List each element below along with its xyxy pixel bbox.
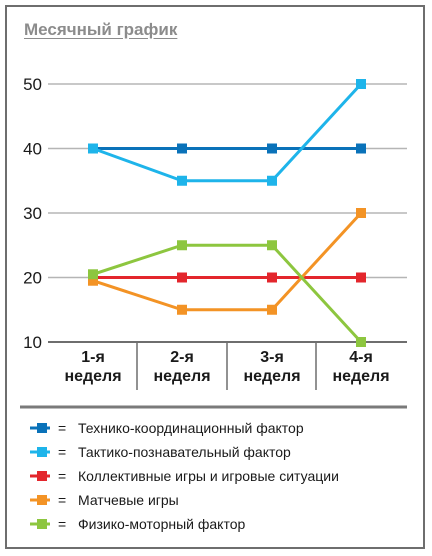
data-point [88,143,98,154]
data-point [356,337,366,347]
x-tick-label: 4-я неделя [332,349,389,385]
legend-item: = Технико-координационный фактор [30,420,304,436]
legend-swatch-marker [37,423,47,433]
legend-swatch-marker [37,471,47,481]
legend-item: = Коллективные игры и игровые ситуации [30,468,339,484]
y-tick-label: 30 [23,204,42,223]
series-4 [88,208,366,315]
legend-label: Тактико-познавательный фактор [78,444,291,460]
data-point [177,304,187,315]
series-1 [88,143,366,154]
x-tick-label: 1-я неделя [64,349,121,385]
legend-equals: = [58,420,66,436]
data-point [356,272,366,283]
data-point [267,304,277,315]
legend-item: = Тактико-познавательный фактор [30,444,291,460]
data-point [177,175,187,186]
data-point [267,240,277,251]
y-tick-label: 50 [23,75,42,94]
x-tick-label: 3-я неделя [243,349,300,385]
data-point [267,143,277,154]
data-point [356,79,366,89]
series-line [92,211,363,312]
legend: = Технико-координационный фактор = Тактико-… [30,420,339,532]
legend-label: Технико-координационный фактор [78,420,304,436]
legend-equals: = [58,492,66,508]
legend-equals: = [58,468,66,484]
legend-label: Коллективные игры и игровые ситуации [78,468,339,484]
series-5 [88,240,366,347]
data-point [88,275,98,286]
chart-title: Месячный график [24,20,178,39]
x-tick-label: 2-я неделя [153,349,210,385]
data-point [267,175,277,186]
y-tick-label: 10 [23,333,42,352]
legend-label: Матчевые игры [78,492,179,508]
legend-equals: = [58,516,66,532]
y-tick-label: 20 [23,269,42,288]
data-point [88,269,98,280]
legend-equals: = [58,444,66,460]
legend-label: Физико-моторный фактор [78,516,245,532]
data-point [356,143,366,154]
legend-swatch-marker [37,447,47,457]
legend-swatch-marker [37,495,47,505]
data-point [177,272,187,283]
legend-swatch-marker [37,519,47,529]
data-point [177,143,187,154]
y-tick-label: 40 [23,140,42,159]
data-point [177,240,187,251]
series-line [92,243,363,344]
series-lines [88,79,366,347]
data-point [356,208,366,218]
series-line [92,82,363,183]
series-3 [88,272,366,283]
x-axis: 1-я неделя 2-я неделя 3-я неделя 4-я неделя [20,341,407,409]
y-axis-ticks: 10 20 30 40 50 [23,75,42,352]
legend-item: = Физико-моторный фактор [30,516,245,532]
series-2 [88,79,366,186]
legend-item: = Матчевые игры [30,492,179,508]
data-point [267,272,277,283]
